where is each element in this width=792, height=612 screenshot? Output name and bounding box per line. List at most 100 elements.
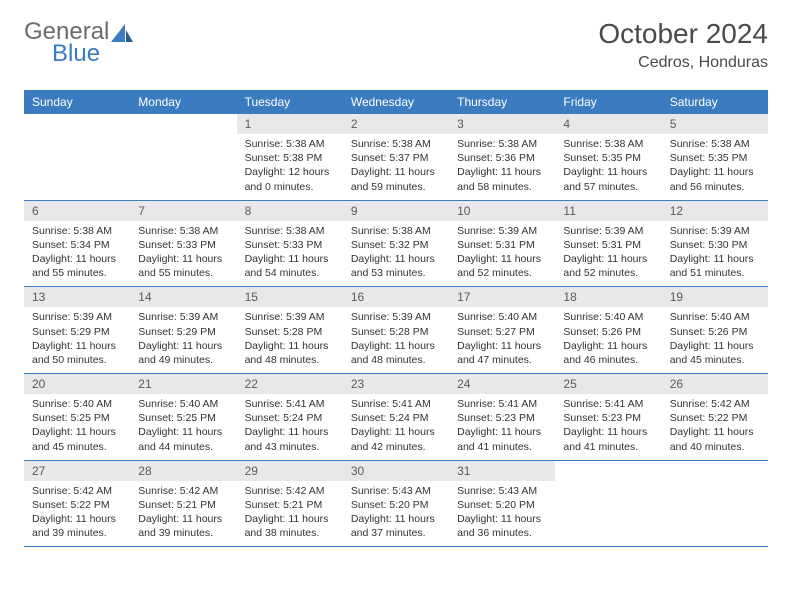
sunrise-line: Sunrise: 5:42 AM xyxy=(138,484,228,498)
day-number: 30 xyxy=(343,461,449,481)
day-details: Sunrise: 5:41 AMSunset: 5:24 PMDaylight:… xyxy=(237,394,343,460)
sunrise-line: Sunrise: 5:40 AM xyxy=(670,310,760,324)
calendar-cell: 23Sunrise: 5:41 AMSunset: 5:24 PMDayligh… xyxy=(343,374,449,461)
sunrise-line: Sunrise: 5:38 AM xyxy=(457,137,547,151)
sunset-line: Sunset: 5:34 PM xyxy=(32,238,122,252)
calendar-week: 1Sunrise: 5:38 AMSunset: 5:38 PMDaylight… xyxy=(24,114,768,200)
sunrise-line: Sunrise: 5:39 AM xyxy=(138,310,228,324)
day-number: 15 xyxy=(237,287,343,307)
day-details: Sunrise: 5:38 AMSunset: 5:36 PMDaylight:… xyxy=(449,134,555,200)
sunrise-line: Sunrise: 5:43 AM xyxy=(351,484,441,498)
day-number: 20 xyxy=(24,374,130,394)
day-header: Sunday xyxy=(24,90,130,114)
sunset-line: Sunset: 5:33 PM xyxy=(138,238,228,252)
day-number: 24 xyxy=(449,374,555,394)
day-number: 28 xyxy=(130,461,236,481)
calendar-cell: 20Sunrise: 5:40 AMSunset: 5:25 PMDayligh… xyxy=(24,374,130,461)
calendar-cell: 18Sunrise: 5:40 AMSunset: 5:26 PMDayligh… xyxy=(555,287,661,374)
day-details: Sunrise: 5:39 AMSunset: 5:31 PMDaylight:… xyxy=(555,221,661,287)
sunrise-line: Sunrise: 5:38 AM xyxy=(245,224,335,238)
month-title: October 2024 xyxy=(598,18,768,50)
sunrise-line: Sunrise: 5:42 AM xyxy=(670,397,760,411)
daylight-line: Daylight: 11 hours and 41 minutes. xyxy=(563,425,653,453)
daylight-line: Daylight: 11 hours and 55 minutes. xyxy=(32,252,122,280)
day-details: Sunrise: 5:39 AMSunset: 5:29 PMDaylight:… xyxy=(24,307,130,373)
day-details: Sunrise: 5:38 AMSunset: 5:35 PMDaylight:… xyxy=(555,134,661,200)
sunset-line: Sunset: 5:23 PM xyxy=(563,411,653,425)
day-number: 14 xyxy=(130,287,236,307)
daylight-line: Daylight: 11 hours and 39 minutes. xyxy=(138,512,228,540)
calendar-cell: 12Sunrise: 5:39 AMSunset: 5:30 PMDayligh… xyxy=(662,200,768,287)
day-header: Friday xyxy=(555,90,661,114)
daylight-line: Daylight: 11 hours and 50 minutes. xyxy=(32,339,122,367)
day-details: Sunrise: 5:39 AMSunset: 5:29 PMDaylight:… xyxy=(130,307,236,373)
daylight-line: Daylight: 11 hours and 58 minutes. xyxy=(457,165,547,193)
sunrise-line: Sunrise: 5:41 AM xyxy=(563,397,653,411)
calendar-cell: 27Sunrise: 5:42 AMSunset: 5:22 PMDayligh… xyxy=(24,460,130,547)
calendar-cell: 14Sunrise: 5:39 AMSunset: 5:29 PMDayligh… xyxy=(130,287,236,374)
day-number: 16 xyxy=(343,287,449,307)
sunset-line: Sunset: 5:29 PM xyxy=(32,325,122,339)
day-details: Sunrise: 5:38 AMSunset: 5:34 PMDaylight:… xyxy=(24,221,130,287)
sunset-line: Sunset: 5:29 PM xyxy=(138,325,228,339)
sunrise-line: Sunrise: 5:38 AM xyxy=(32,224,122,238)
sunset-line: Sunset: 5:33 PM xyxy=(245,238,335,252)
calendar-cell: 6Sunrise: 5:38 AMSunset: 5:34 PMDaylight… xyxy=(24,200,130,287)
day-number: 26 xyxy=(662,374,768,394)
day-number: 11 xyxy=(555,201,661,221)
sunset-line: Sunset: 5:31 PM xyxy=(457,238,547,252)
sunset-line: Sunset: 5:28 PM xyxy=(245,325,335,339)
day-number: 19 xyxy=(662,287,768,307)
daylight-line: Daylight: 11 hours and 51 minutes. xyxy=(670,252,760,280)
sunrise-line: Sunrise: 5:42 AM xyxy=(245,484,335,498)
sunset-line: Sunset: 5:23 PM xyxy=(457,411,547,425)
sunset-line: Sunset: 5:24 PM xyxy=(245,411,335,425)
day-number: 9 xyxy=(343,201,449,221)
daylight-line: Daylight: 11 hours and 55 minutes. xyxy=(138,252,228,280)
calendar-cell: 4Sunrise: 5:38 AMSunset: 5:35 PMDaylight… xyxy=(555,114,661,200)
daylight-line: Daylight: 11 hours and 41 minutes. xyxy=(457,425,547,453)
day-number: 27 xyxy=(24,461,130,481)
day-details: Sunrise: 5:38 AMSunset: 5:37 PMDaylight:… xyxy=(343,134,449,200)
calendar-week: 13Sunrise: 5:39 AMSunset: 5:29 PMDayligh… xyxy=(24,287,768,374)
calendar-cell: 1Sunrise: 5:38 AMSunset: 5:38 PMDaylight… xyxy=(237,114,343,200)
day-number: 18 xyxy=(555,287,661,307)
day-details: Sunrise: 5:41 AMSunset: 5:23 PMDaylight:… xyxy=(555,394,661,460)
day-number: 7 xyxy=(130,201,236,221)
day-number: 29 xyxy=(237,461,343,481)
calendar-cell: 29Sunrise: 5:42 AMSunset: 5:21 PMDayligh… xyxy=(237,460,343,547)
sunset-line: Sunset: 5:32 PM xyxy=(351,238,441,252)
day-details: Sunrise: 5:41 AMSunset: 5:23 PMDaylight:… xyxy=(449,394,555,460)
sunset-line: Sunset: 5:24 PM xyxy=(351,411,441,425)
calendar-cell: 30Sunrise: 5:43 AMSunset: 5:20 PMDayligh… xyxy=(343,460,449,547)
title-block: October 2024 Cedros, Honduras xyxy=(598,18,768,72)
sunrise-line: Sunrise: 5:39 AM xyxy=(32,310,122,324)
calendar-cell: 16Sunrise: 5:39 AMSunset: 5:28 PMDayligh… xyxy=(343,287,449,374)
header: GeneralBlue October 2024 Cedros, Hondura… xyxy=(24,18,768,72)
sunrise-line: Sunrise: 5:39 AM xyxy=(351,310,441,324)
calendar-week: 27Sunrise: 5:42 AMSunset: 5:22 PMDayligh… xyxy=(24,460,768,547)
daylight-line: Daylight: 11 hours and 49 minutes. xyxy=(138,339,228,367)
sunset-line: Sunset: 5:20 PM xyxy=(457,498,547,512)
sunrise-line: Sunrise: 5:41 AM xyxy=(245,397,335,411)
day-number: 4 xyxy=(555,114,661,134)
logo-sail-icon xyxy=(111,24,133,42)
day-details: Sunrise: 5:38 AMSunset: 5:33 PMDaylight:… xyxy=(237,221,343,287)
day-number: 1 xyxy=(237,114,343,134)
calendar-cell: 22Sunrise: 5:41 AMSunset: 5:24 PMDayligh… xyxy=(237,374,343,461)
daylight-line: Daylight: 11 hours and 43 minutes. xyxy=(245,425,335,453)
sunset-line: Sunset: 5:26 PM xyxy=(563,325,653,339)
daylight-line: Daylight: 11 hours and 56 minutes. xyxy=(670,165,760,193)
day-details: Sunrise: 5:38 AMSunset: 5:33 PMDaylight:… xyxy=(130,221,236,287)
calendar-cell: 17Sunrise: 5:40 AMSunset: 5:27 PMDayligh… xyxy=(449,287,555,374)
logo-text-blue: Blue xyxy=(52,40,133,68)
calendar-cell xyxy=(130,114,236,200)
calendar-cell xyxy=(24,114,130,200)
day-number: 10 xyxy=(449,201,555,221)
sunrise-line: Sunrise: 5:38 AM xyxy=(351,137,441,151)
sunrise-line: Sunrise: 5:39 AM xyxy=(245,310,335,324)
day-details: Sunrise: 5:42 AMSunset: 5:21 PMDaylight:… xyxy=(237,481,343,547)
day-number: 23 xyxy=(343,374,449,394)
daylight-line: Daylight: 11 hours and 53 minutes. xyxy=(351,252,441,280)
day-details: Sunrise: 5:39 AMSunset: 5:28 PMDaylight:… xyxy=(237,307,343,373)
